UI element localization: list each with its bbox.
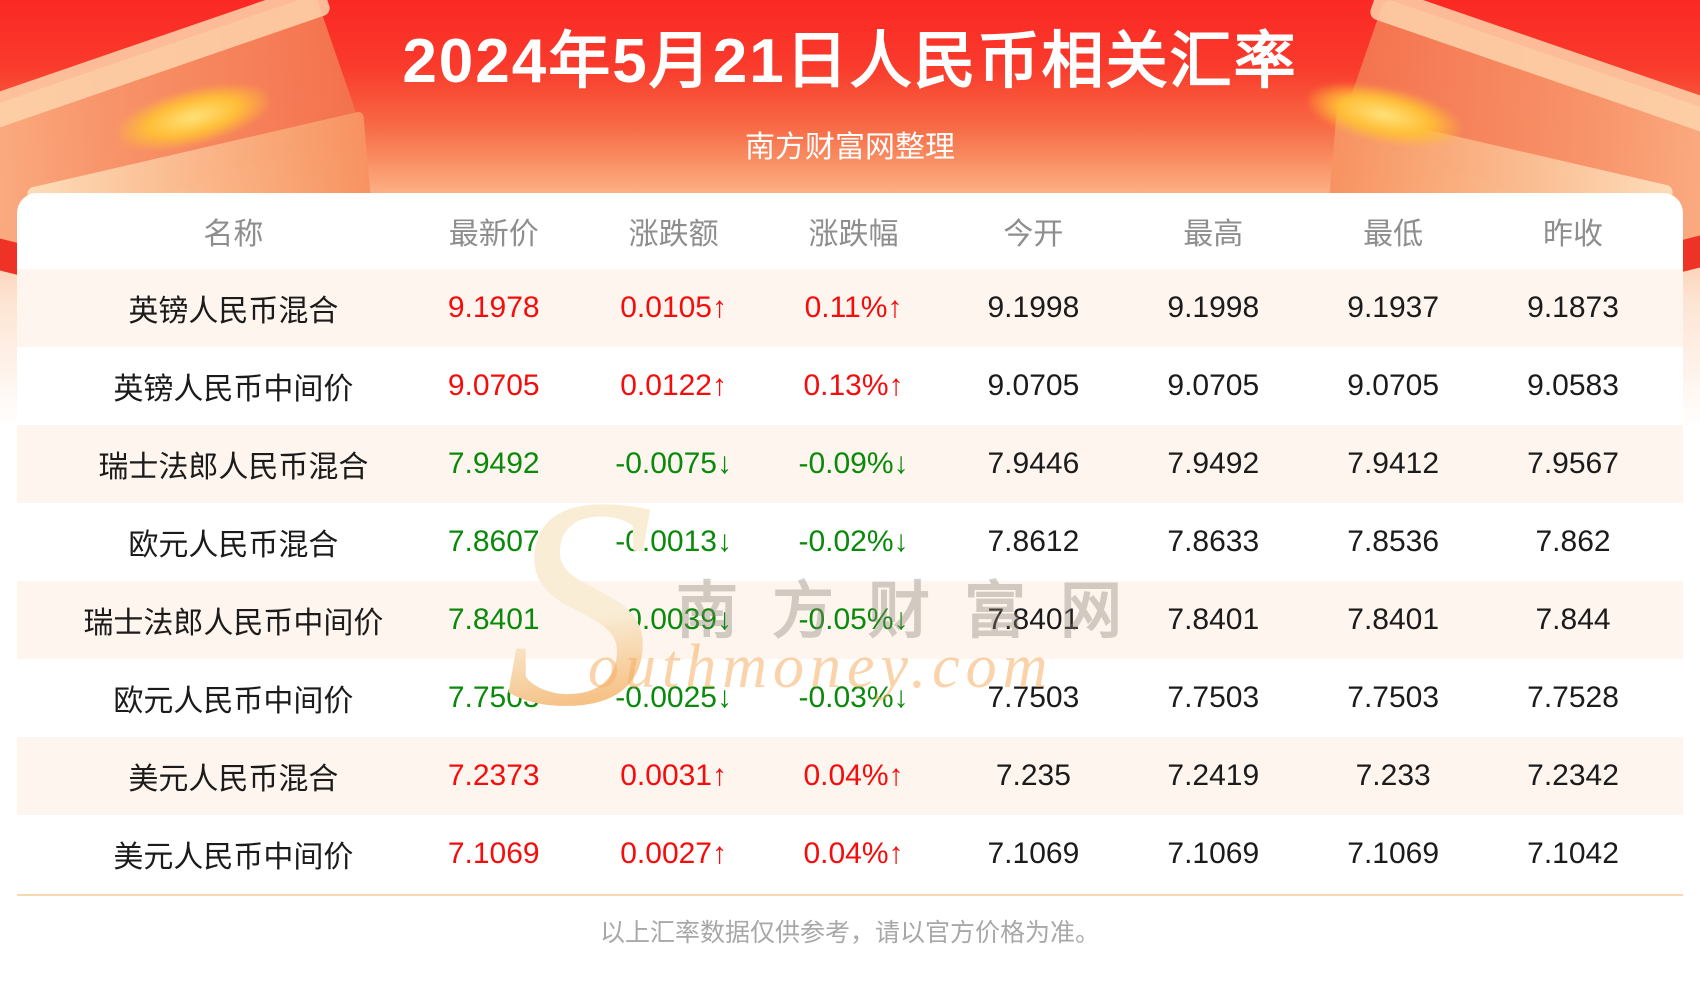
cell-low: 9.0705 xyxy=(1347,369,1440,402)
table-row: 瑞士法郎人民币混合 7.9492 -0.0075↓ -0.09%↓ 7.9446… xyxy=(17,425,1683,503)
cell-prev-close: 7.1042 xyxy=(1527,837,1619,870)
table-header-row: 名称 最新价 涨跌额 涨跌幅 今开 最高 最低 昨收 xyxy=(17,193,1683,269)
red-ribbon-right-icon xyxy=(1680,235,1700,273)
cell-open: 7.7503 xyxy=(987,681,1080,714)
hero-banner xyxy=(0,0,1700,315)
cell-name: 瑞士法郎人民币混合 xyxy=(98,451,369,484)
cell-prev-close: 7.862 xyxy=(1535,525,1611,558)
cell-change-percent: 0.04%↑ xyxy=(803,837,904,870)
cell-name: 英镑人民币混合 xyxy=(128,295,339,328)
cell-last-price: 9.1978 xyxy=(447,291,540,324)
cell-prev-close: 7.9567 xyxy=(1527,447,1619,480)
cell-last-price: 9.0705 xyxy=(447,369,540,402)
table-row: 瑞士法郎人民币中间价 7.8401 -0.0039↓ -0.05%↓ 7.840… xyxy=(17,581,1683,659)
cell-change-percent: -0.03%↓ xyxy=(798,681,909,714)
cell-last-price: 7.8607 xyxy=(447,525,540,558)
cell-last-price: 7.2373 xyxy=(447,759,540,792)
cell-low: 7.8536 xyxy=(1347,525,1440,558)
cell-prev-close: 7.844 xyxy=(1535,603,1611,636)
cell-high: 9.0705 xyxy=(1167,369,1260,402)
table-row: 欧元人民币混合 7.8607 -0.0013↓ -0.02%↓ 7.8612 7… xyxy=(17,503,1683,581)
cell-low: 7.1069 xyxy=(1347,837,1440,870)
column-header-change-percent: 涨跌幅 xyxy=(808,218,899,251)
cell-change-amount: -0.0013↓ xyxy=(615,525,732,558)
column-header-last-price: 最新价 xyxy=(448,218,539,251)
cell-high: 7.9492 xyxy=(1167,447,1260,480)
cell-high: 7.1069 xyxy=(1167,837,1260,870)
cell-prev-close: 7.7528 xyxy=(1527,681,1619,714)
cell-open: 9.0705 xyxy=(987,369,1080,402)
cell-low: 7.233 xyxy=(1355,759,1431,792)
cell-open: 7.235 xyxy=(995,759,1071,792)
page-title: 2024年5月21日人民币相关汇率 xyxy=(402,27,1298,96)
cell-change-amount: -0.0025↓ xyxy=(615,681,732,714)
cell-open: 9.1998 xyxy=(987,291,1080,324)
cell-high: 9.1998 xyxy=(1167,291,1260,324)
cell-change-amount: 0.0105↑ xyxy=(620,291,727,324)
cell-prev-close: 9.1873 xyxy=(1527,291,1619,324)
cell-open: 7.8612 xyxy=(987,525,1080,558)
cell-name: 美元人民币混合 xyxy=(128,763,339,796)
cell-change-percent: -0.02%↓ xyxy=(798,525,909,558)
column-header-low: 最低 xyxy=(1363,218,1424,251)
cell-open: 7.1069 xyxy=(987,837,1080,870)
cell-change-amount: -0.0039↓ xyxy=(615,603,732,636)
cell-prev-close: 7.2342 xyxy=(1527,759,1619,792)
cell-name: 欧元人民币中间价 xyxy=(113,685,354,718)
footer-divider xyxy=(17,894,1683,896)
cell-low: 7.8401 xyxy=(1347,603,1440,636)
table-row: 美元人民币中间价 7.1069 0.0027↑ 0.04%↑ 7.1069 7.… xyxy=(17,815,1683,893)
column-header-prev-close: 昨收 xyxy=(1543,218,1604,251)
cell-change-amount: 0.0031↑ xyxy=(620,759,727,792)
rates-table: 名称 最新价 涨跌额 涨跌幅 今开 最高 最低 昨收 英镑人民币混合 9.197… xyxy=(17,193,1683,895)
table-row: 英镑人民币中间价 9.0705 0.0122↑ 0.13%↑ 9.0705 9.… xyxy=(17,347,1683,425)
column-header-open: 今开 xyxy=(1003,218,1064,251)
cell-change-amount: 0.0122↑ xyxy=(620,369,727,402)
cell-change-percent: 0.11%↑ xyxy=(804,291,903,324)
disclaimer-note: 以上汇率数据仅供参考，请以官方价格为准。 xyxy=(599,919,1100,947)
table-row: 欧元人民币中间价 7.7503 -0.0025↓ -0.03%↓ 7.7503 … xyxy=(17,659,1683,737)
cell-low: 7.9412 xyxy=(1347,447,1440,480)
cell-open: 7.8401 xyxy=(987,603,1080,636)
cell-last-price: 7.9492 xyxy=(447,447,540,480)
cell-last-price: 7.8401 xyxy=(447,603,540,636)
cell-high: 7.8633 xyxy=(1167,525,1260,558)
cell-high: 7.7503 xyxy=(1167,681,1260,714)
cell-change-amount: -0.0075↓ xyxy=(615,447,732,480)
cell-change-percent: -0.09%↓ xyxy=(798,447,909,480)
cell-low: 7.7503 xyxy=(1347,681,1440,714)
cell-last-price: 7.7503 xyxy=(447,681,540,714)
cell-prev-close: 9.0583 xyxy=(1527,369,1619,402)
cell-last-price: 7.1069 xyxy=(447,837,540,870)
cell-name: 瑞士法郎人民币中间价 xyxy=(83,607,384,640)
table-body: 英镑人民币混合 9.1978 0.0105↑ 0.11%↑ 9.1998 9.1… xyxy=(17,269,1683,893)
cell-high: 7.2419 xyxy=(1167,759,1260,792)
cell-name: 欧元人民币混合 xyxy=(128,529,339,562)
page-subtitle: 南方财富网整理 xyxy=(745,131,955,164)
table-row: 美元人民币混合 7.2373 0.0031↑ 0.04%↑ 7.235 7.24… xyxy=(17,737,1683,815)
cell-name: 英镑人民币中间价 xyxy=(113,373,354,406)
table-row: 英镑人民币混合 9.1978 0.0105↑ 0.11%↑ 9.1998 9.1… xyxy=(17,269,1683,347)
cell-low: 9.1937 xyxy=(1347,291,1440,324)
column-header-high: 最高 xyxy=(1183,218,1244,251)
cell-change-percent: -0.05%↓ xyxy=(798,603,909,636)
cell-high: 7.8401 xyxy=(1167,603,1260,636)
cell-open: 7.9446 xyxy=(987,447,1080,480)
cell-change-percent: 0.04%↑ xyxy=(803,759,904,792)
cell-change-amount: 0.0027↑ xyxy=(620,837,727,870)
column-header-name: 名称 xyxy=(203,218,264,251)
cell-change-percent: 0.13%↑ xyxy=(803,369,904,402)
cell-name: 美元人民币中间价 xyxy=(113,841,354,874)
hero-text: 2024年5月21日人民币相关汇率 南方财富网整理 xyxy=(0,0,1700,166)
column-header-change-amount: 涨跌额 xyxy=(628,218,719,251)
